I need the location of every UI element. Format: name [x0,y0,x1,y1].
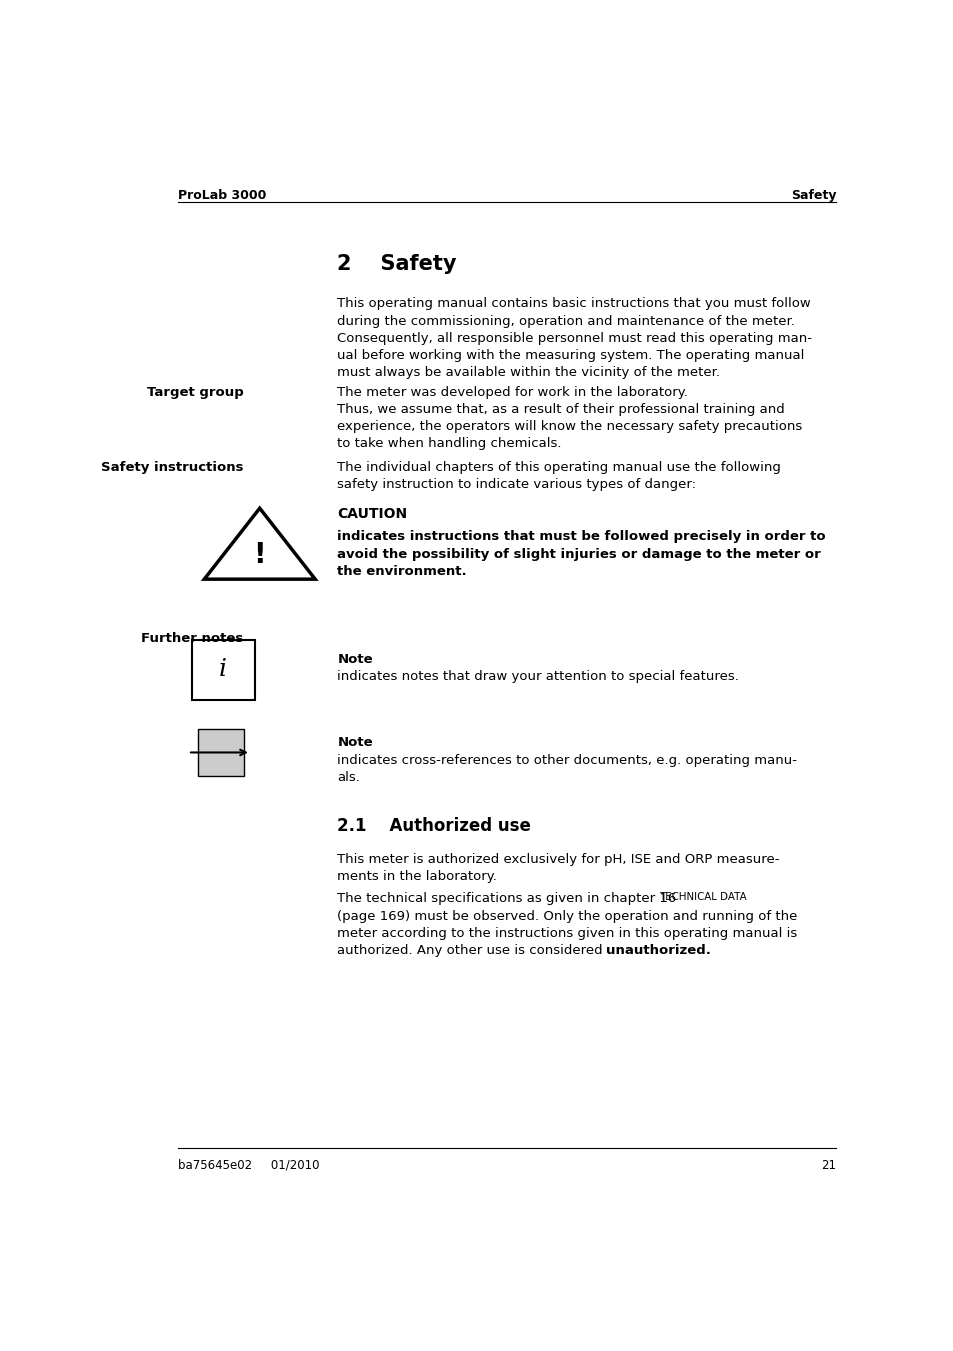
Text: ba75645e02     01/2010: ba75645e02 01/2010 [178,1159,319,1171]
Text: Further notes: Further notes [141,632,243,646]
Text: The meter was developed for work in the laboratory.: The meter was developed for work in the … [337,386,687,399]
Text: avoid the possibility of slight injuries or damage to the meter or: avoid the possibility of slight injuries… [337,547,821,561]
Text: ual before working with the measuring system. The operating manual: ual before working with the measuring sy… [337,349,804,362]
Text: to take when handling chemicals.: to take when handling chemicals. [337,438,561,450]
Text: ments in the laboratory.: ments in the laboratory. [337,870,497,884]
Text: This meter is authorized exclusively for pH, ISE and ORP measure-: This meter is authorized exclusively for… [337,852,779,866]
Text: CAUTION: CAUTION [337,508,407,521]
Text: i: i [219,658,227,681]
Text: This operating manual contains basic instructions that you must follow: This operating manual contains basic ins… [337,297,810,311]
Text: Safety instructions: Safety instructions [101,461,243,474]
Text: Thus, we assume that, as a result of their professional training and: Thus, we assume that, as a result of the… [337,403,784,416]
Text: during the commissioning, operation and maintenance of the meter.: during the commissioning, operation and … [337,315,795,327]
FancyBboxPatch shape [197,730,244,775]
Text: safety instruction to indicate various types of danger:: safety instruction to indicate various t… [337,478,696,490]
Text: experience, the operators will know the necessary safety precautions: experience, the operators will know the … [337,420,801,434]
Text: als.: als. [337,770,360,784]
Text: ProLab 3000: ProLab 3000 [178,189,267,201]
Text: !: ! [253,542,266,569]
Text: Note: Note [337,736,373,750]
Text: unauthorized.: unauthorized. [605,944,710,957]
Text: Target group: Target group [147,386,243,399]
Text: authorized. Any other use is considered: authorized. Any other use is considered [337,944,607,957]
Text: TECHNICAL DATA: TECHNICAL DATA [659,893,746,902]
Text: indicates notes that draw your attention to special features.: indicates notes that draw your attention… [337,670,739,684]
Text: (page 169) must be observed. Only the operation and running of the: (page 169) must be observed. Only the op… [337,909,797,923]
Text: Safety: Safety [790,189,836,201]
Text: 2.1    Authorized use: 2.1 Authorized use [337,817,531,835]
Text: the environment.: the environment. [337,565,467,578]
Text: Consequently, all responsible personnel must read this operating man-: Consequently, all responsible personnel … [337,332,812,345]
Text: The technical specifications as given in chapter 16: The technical specifications as given in… [337,893,680,905]
Text: indicates instructions that must be followed precisely in order to: indicates instructions that must be foll… [337,531,825,543]
Text: meter according to the instructions given in this operating manual is: meter according to the instructions give… [337,927,797,940]
Text: 21: 21 [821,1159,836,1171]
Text: must always be available within the vicinity of the meter.: must always be available within the vici… [337,366,720,380]
Text: Note: Note [337,653,373,666]
Text: The individual chapters of this operating manual use the following: The individual chapters of this operatin… [337,461,781,474]
Text: indicates cross-references to other documents, e.g. operating manu-: indicates cross-references to other docu… [337,754,797,766]
Text: 2    Safety: 2 Safety [337,254,456,274]
